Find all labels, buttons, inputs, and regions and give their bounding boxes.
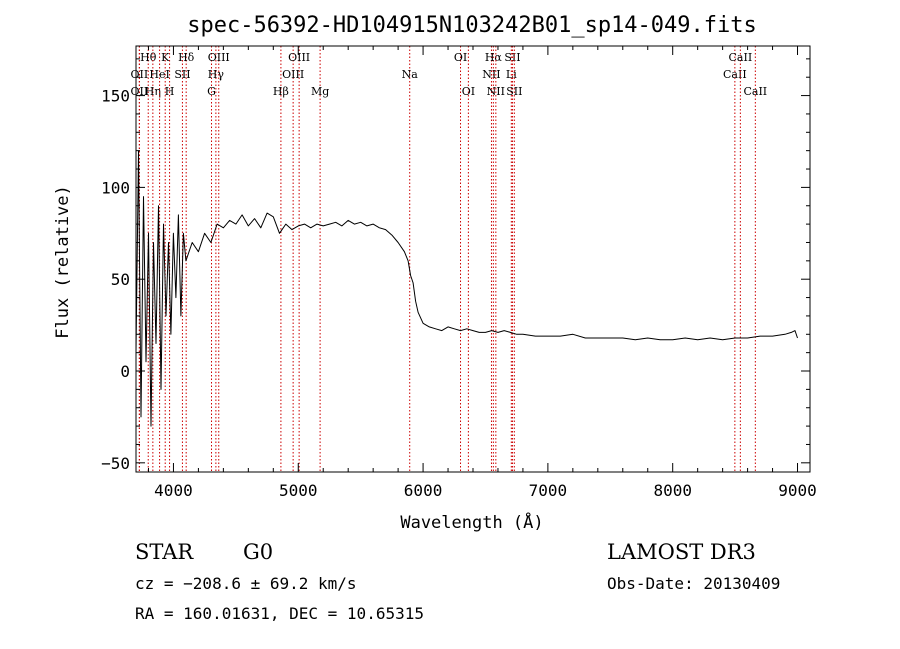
- spectrum-line: [135, 150, 798, 427]
- marker-label: OIII: [208, 51, 230, 64]
- marker-label: H: [165, 85, 175, 98]
- y-axis: −50 0 50 100 150: [101, 58, 810, 473]
- marker-label: SII: [174, 68, 190, 81]
- coordinates: RA = 160.01631, DEC = 10.65315: [135, 604, 424, 623]
- survey-label: LAMOST DR3: [607, 540, 756, 564]
- marker-label: CaII: [743, 85, 767, 98]
- marker-label: SII: [504, 51, 520, 64]
- plot-frame: [135, 45, 811, 473]
- x-axis: 4000 5000 6000 7000 8000 9000: [147, 46, 817, 500]
- x-axis-label: Wavelength (Å): [400, 511, 543, 533]
- marker-label: Na: [402, 68, 419, 81]
- marker-label: Hδ: [178, 51, 195, 64]
- chart-title: spec-56392-HD104915N103242B01_sp14-049.f…: [187, 13, 757, 38]
- y-tick-label: 0: [120, 362, 130, 381]
- marker-label: HeI: [149, 68, 169, 81]
- y-tick-label: 150: [101, 87, 130, 106]
- class-label: STAR: [135, 540, 194, 564]
- marker-label: CaII: [729, 51, 753, 64]
- marker-label: CaII: [723, 68, 747, 81]
- marker-label: Li: [506, 68, 517, 81]
- marker-label: SII: [506, 85, 522, 98]
- marker-label: Hη: [145, 85, 161, 98]
- marker-label: NII: [487, 85, 505, 98]
- x-tick-label: 9000: [778, 481, 817, 500]
- x-tick-label: 7000: [529, 481, 568, 500]
- x-tick-label: 5000: [279, 481, 318, 500]
- marker-label: OIII: [282, 68, 304, 81]
- marker-label: G: [207, 85, 216, 98]
- marker-label: OII: [131, 85, 149, 98]
- series-layer: [135, 150, 798, 427]
- x-tick-label: 6000: [404, 481, 443, 500]
- marker-label: NII: [482, 68, 500, 81]
- y-axis-label: Flux (relative): [53, 185, 73, 339]
- marker-label: Hθ: [140, 51, 157, 64]
- marker-label: OIII: [288, 51, 310, 64]
- marker-label: Hγ: [208, 68, 225, 81]
- line-markers: HθOIIOIIHηHeIKHSIIHδGHγOIIIHβOIIIOIIIMgN…: [131, 46, 767, 472]
- marker-label: Hα: [485, 51, 503, 64]
- subclass-label: G0: [243, 540, 274, 564]
- y-tick-label: 100: [101, 178, 130, 197]
- obs-date: Obs-Date: 20130409: [607, 574, 781, 593]
- marker-label: Hβ: [273, 85, 289, 98]
- marker-label: OI: [462, 85, 475, 98]
- marker-label: K: [161, 51, 170, 64]
- cz-readout: cz = −208.6 ± 69.2 km/s: [135, 574, 357, 593]
- marker-label: Mg: [311, 85, 329, 98]
- x-tick-label: 8000: [653, 481, 692, 500]
- y-tick-label: −50: [101, 454, 130, 473]
- y-tick-label: 50: [111, 270, 130, 289]
- x-tick-label: 4000: [154, 481, 193, 500]
- marker-label: OI: [454, 51, 467, 64]
